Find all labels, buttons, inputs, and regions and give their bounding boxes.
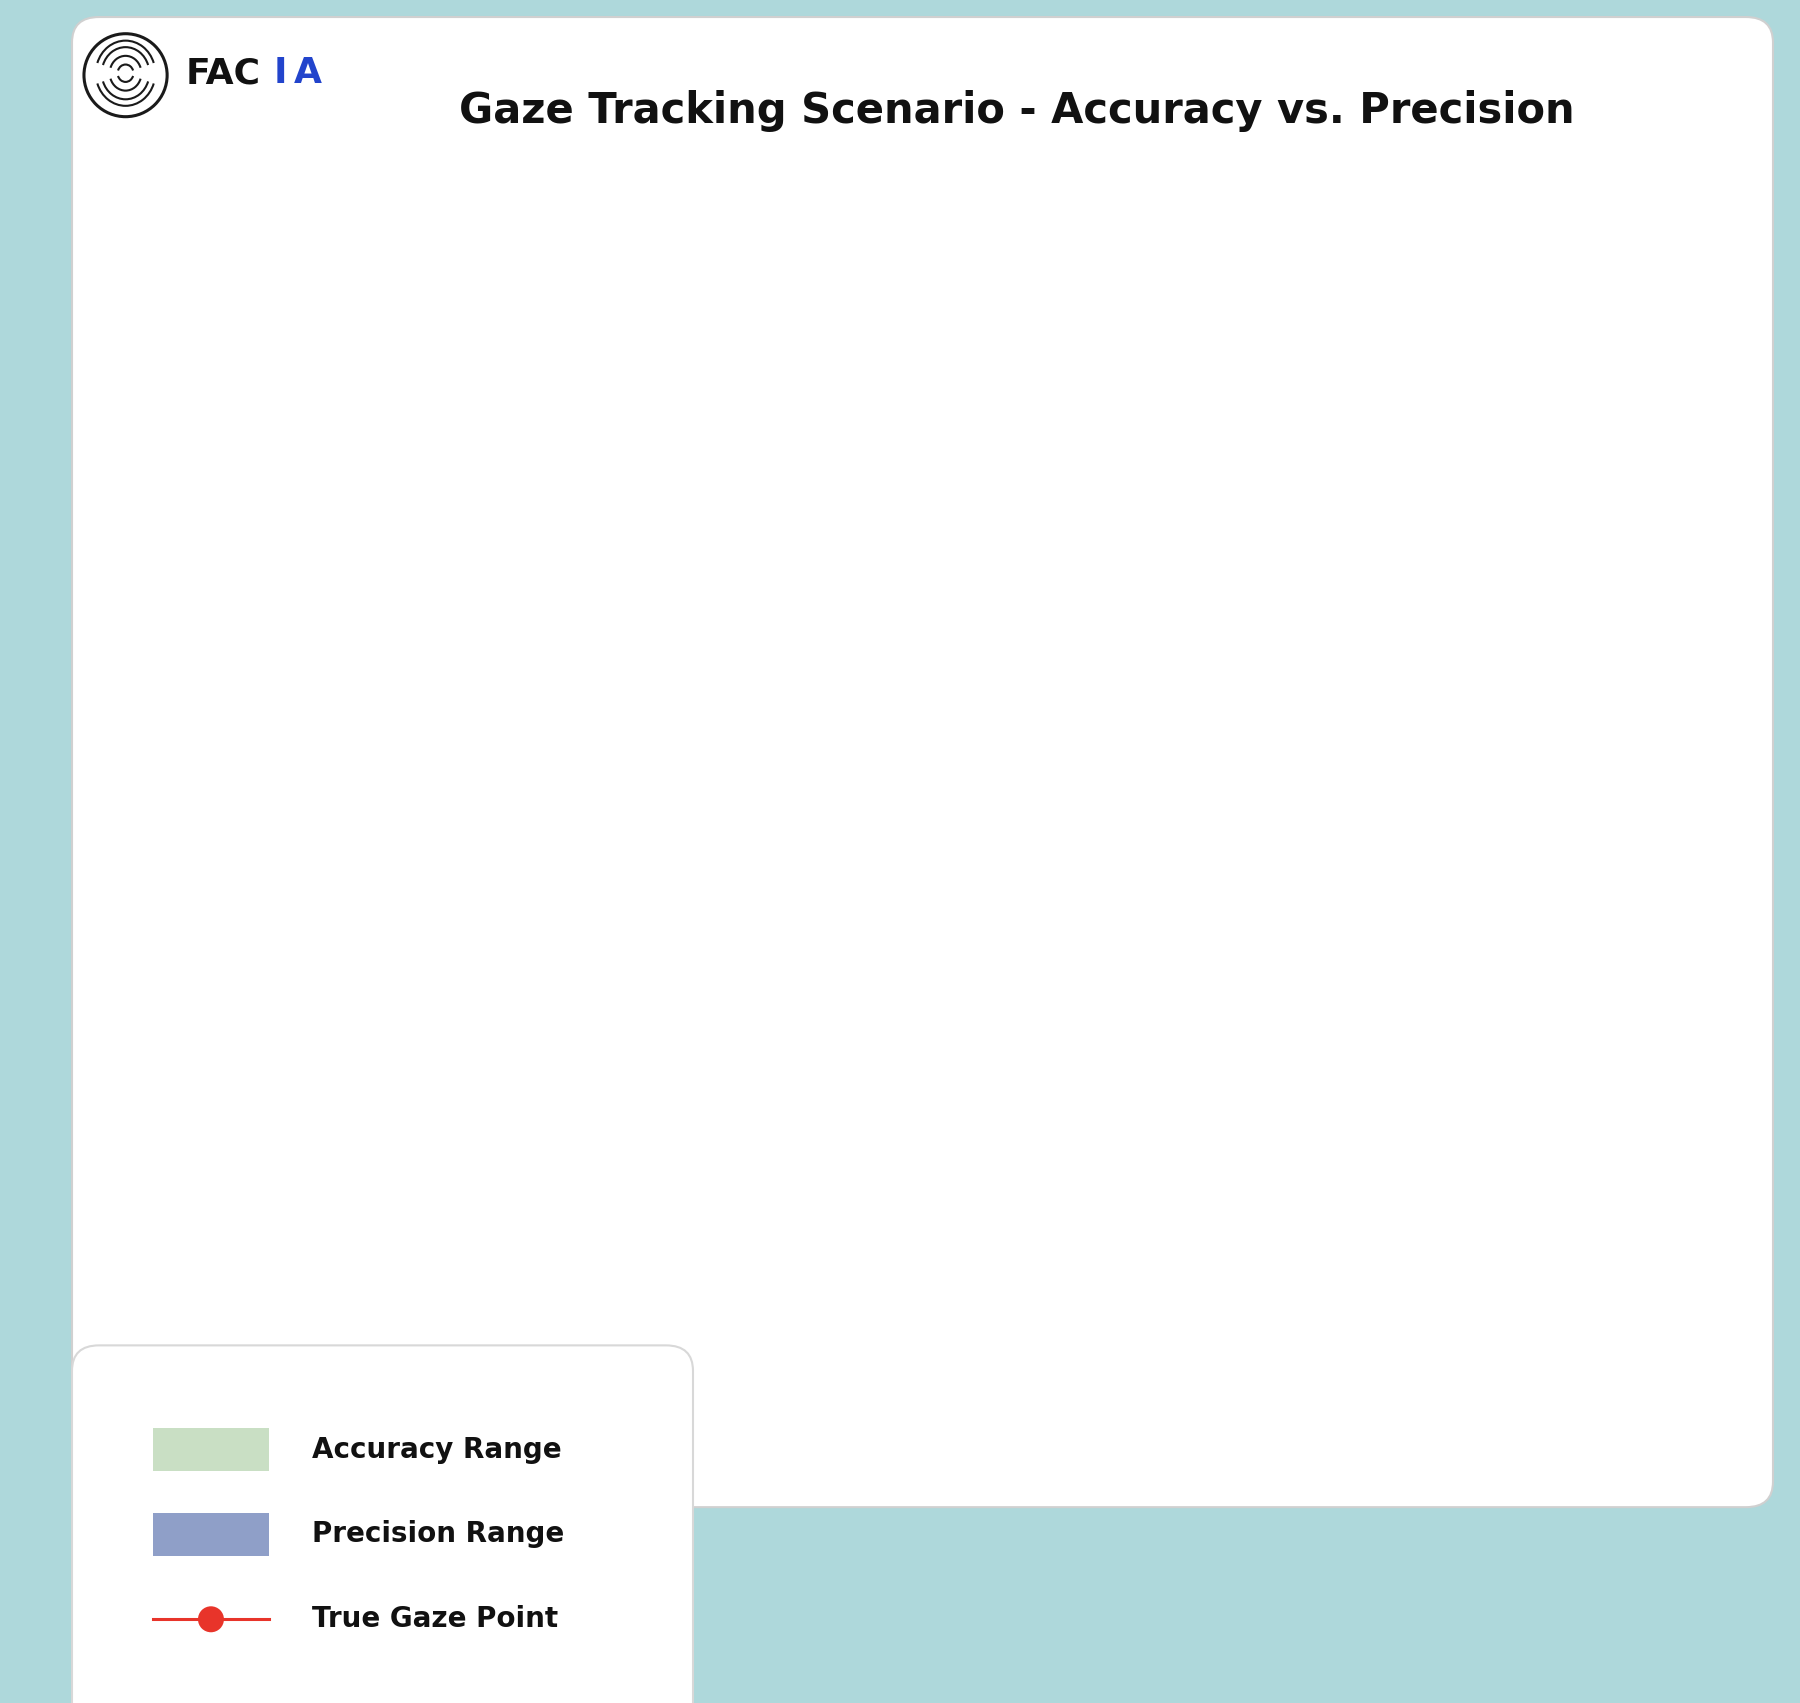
Text: Accuracy Range: Accuracy Range [311,1436,562,1463]
Text: A: A [293,56,322,90]
Point [652,882,680,909]
Point [196,1606,225,1633]
Text: FAC: FAC [185,56,261,90]
FancyBboxPatch shape [153,1429,270,1471]
FancyBboxPatch shape [153,1514,270,1555]
Text: True Gaze Point: True Gaze Point [311,1606,558,1633]
Ellipse shape [630,501,1535,886]
X-axis label: X - axis (degrees): X - axis (degrees) [920,1378,1177,1407]
Text: Precision Range: Precision Range [311,1521,563,1548]
Text: I: I [274,56,286,90]
Text: Gaze Tracking Scenario - Accuracy vs. Precision: Gaze Tracking Scenario - Accuracy vs. Pr… [459,90,1575,131]
Point [1069,679,1098,707]
Y-axis label: Y-axis (degrees): Y-axis (degrees) [286,637,315,870]
